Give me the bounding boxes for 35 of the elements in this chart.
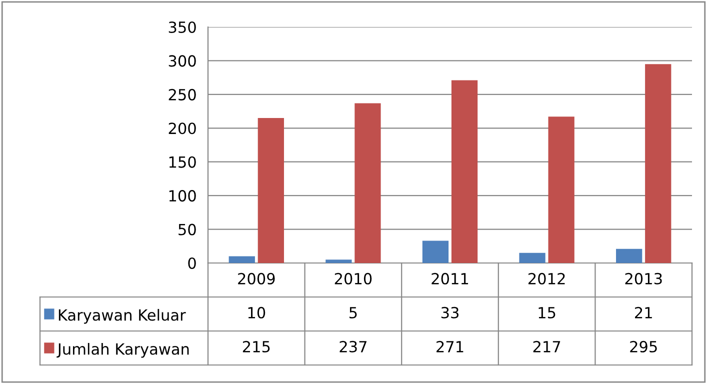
legend-label: Karyawan Keluar — [58, 308, 186, 324]
x-tick-label: 2009 — [238, 272, 275, 284]
x-tick-label: 2011 — [432, 272, 468, 284]
bar — [422, 240, 449, 263]
data-label: 5 — [350, 307, 357, 318]
bar — [258, 118, 284, 263]
y-tick-label: 200 — [168, 122, 196, 134]
data-label: 33 — [441, 306, 458, 318]
y-tick-label: 150 — [169, 156, 196, 168]
y-tick-label: 100 — [169, 190, 196, 202]
x-tick-label: 2012 — [528, 272, 565, 284]
bar — [548, 116, 574, 263]
bar — [326, 260, 352, 263]
data-label: 21 — [635, 306, 652, 318]
bar — [616, 248, 642, 263]
bar — [519, 252, 546, 263]
y-tick-label: 250 — [168, 88, 196, 100]
data-label: 215 — [242, 340, 270, 352]
y-tick-label: 0 — [188, 257, 196, 270]
bar — [645, 64, 672, 263]
data-label: 295 — [630, 340, 657, 352]
data-label: 271 — [436, 340, 464, 352]
data-label: 217 — [533, 340, 560, 352]
bar — [354, 103, 381, 263]
data-label: 15 — [538, 307, 556, 318]
data-label: 10 — [248, 306, 266, 318]
x-tick-label: 2010 — [334, 272, 372, 284]
x-tick-label: 2013 — [625, 272, 662, 284]
y-tick-label: 350 — [168, 21, 196, 34]
legend-label: Jumlah Karyawan — [56, 342, 189, 358]
y-tick-label: 50 — [178, 224, 196, 236]
bar — [451, 80, 478, 263]
y-tick-label: 300 — [168, 55, 196, 67]
bar — [228, 256, 255, 263]
data-label: 237 — [340, 340, 366, 352]
